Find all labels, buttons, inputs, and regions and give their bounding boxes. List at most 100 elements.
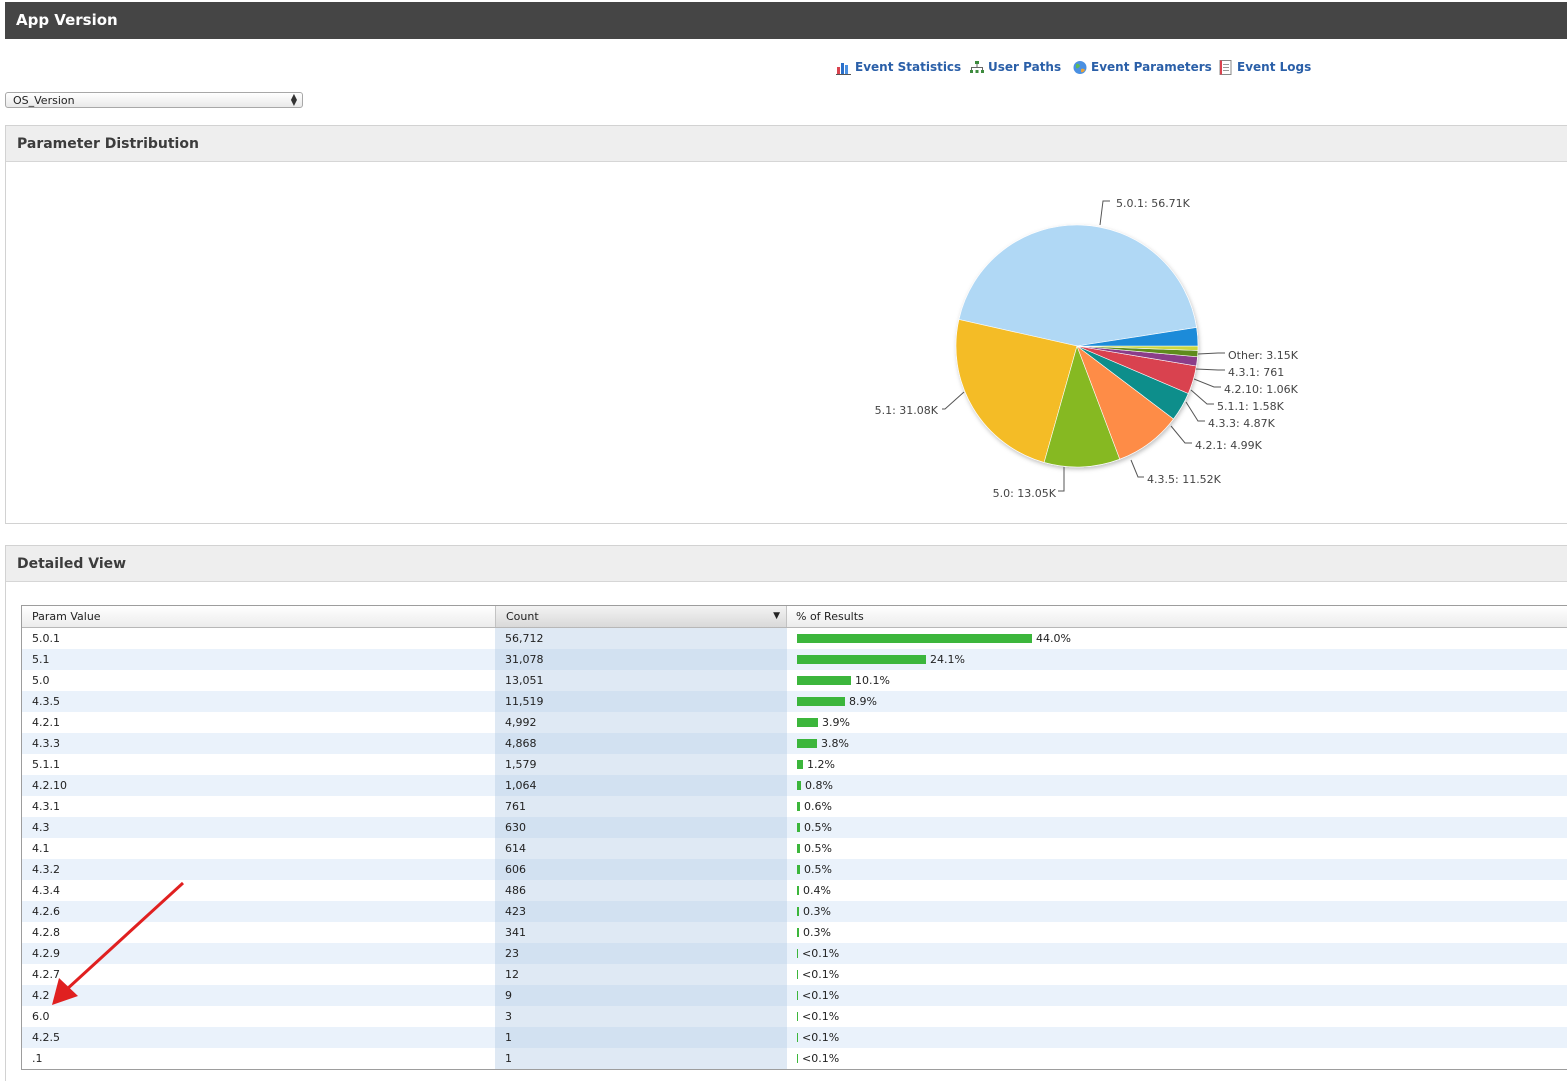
percent-label: 0.3%	[803, 926, 831, 939]
table-row[interactable]: 4.2.10 1,064 0.8%	[22, 775, 1567, 796]
percent-cell: 44.0%	[787, 628, 1567, 649]
percent-label: 44.0%	[1036, 632, 1071, 645]
percent-cell: 0.5%	[787, 838, 1567, 859]
count-cell: 56,712	[495, 628, 787, 649]
param-value-cell: 6.0	[32, 1010, 50, 1023]
count-cell: 13,051	[495, 670, 787, 691]
percent-label: 0.5%	[804, 863, 832, 876]
count-cell: 423	[495, 901, 787, 922]
percent-label: <0.1%	[802, 1010, 840, 1023]
table-row[interactable]: 4.2.1 4,992 3.9%	[22, 712, 1567, 733]
table-row[interactable]: 5.0.1 56,712 44.0%	[22, 628, 1567, 649]
percent-cell: 0.5%	[787, 859, 1567, 880]
param-select[interactable]: OS_Version ▲ ▼	[5, 92, 303, 108]
percent-bar	[797, 949, 798, 958]
percent-cell: 24.1%	[787, 649, 1567, 670]
percent-label: 0.3%	[803, 905, 831, 918]
table-row[interactable]: 4.3.2 606 0.5%	[22, 859, 1567, 880]
globe-icon	[1073, 60, 1087, 74]
param-value-cell: 4.2.6	[32, 905, 60, 918]
table-row[interactable]: 5.0 13,051 10.1%	[22, 670, 1567, 691]
table-row[interactable]: 4.2.9 23 <0.1%	[22, 943, 1567, 964]
event-logs-label: Event Logs	[1237, 60, 1312, 74]
param-value-cell: 4.1	[32, 842, 50, 855]
percent-label: <0.1%	[802, 968, 840, 981]
table-row[interactable]: 5.1.1 1,579 1.2%	[22, 754, 1567, 775]
param-value-cell: 4.2.8	[32, 926, 60, 939]
table-header-row: Param Value Count ▼ % of Results	[22, 606, 1567, 628]
percent-cell: <0.1%	[787, 964, 1567, 985]
event-statistics-label: Event Statistics	[855, 60, 962, 74]
table-row[interactable]: .1 1 <0.1%	[22, 1048, 1567, 1069]
count-cell: 3	[495, 1006, 787, 1027]
percent-bar	[797, 823, 800, 832]
table-row[interactable]: 4.3.5 11,519 8.9%	[22, 691, 1567, 712]
table-row[interactable]: 4.2.8 341 0.3%	[22, 922, 1567, 943]
param-value-cell: 4.2	[32, 989, 50, 1002]
detailed-view-panel: Detailed View	[5, 545, 1567, 1081]
param-value-cell: 5.0	[32, 674, 50, 687]
percent-label: <0.1%	[802, 1052, 840, 1065]
event-parameters-link[interactable]: Event Parameters	[1072, 58, 1212, 76]
table-row[interactable]: 4.2 9 <0.1%	[22, 985, 1567, 1006]
event-statistics-link[interactable]: Event Statistics	[836, 58, 961, 76]
table-row[interactable]: 4.1 614 0.5%	[22, 838, 1567, 859]
percent-label: 0.4%	[803, 884, 831, 897]
table-row[interactable]: 4.2.6 423 0.3%	[22, 901, 1567, 922]
percent-bar	[797, 739, 817, 748]
percent-cell: 0.3%	[787, 922, 1567, 943]
param-value-cell: 5.1.1	[32, 758, 60, 771]
percent-bar	[797, 991, 798, 1000]
param-value-cell: .1	[32, 1052, 43, 1065]
percent-label: 0.6%	[804, 800, 832, 813]
column-header-count[interactable]: Count ▼	[495, 606, 787, 627]
table-row[interactable]: 4.3.4 486 0.4%	[22, 880, 1567, 901]
detailed-view-header: Detailed View	[6, 546, 1567, 582]
sort-descending-icon: ▼	[773, 611, 780, 621]
table-body: 5.0.1 56,712 44.0% 5.1 31,078 24.1% 5.0 13,051 1…	[22, 628, 1567, 1069]
table-row[interactable]: 5.1 31,078 24.1%	[22, 649, 1567, 670]
event-logs-link[interactable]: Event Logs	[1218, 58, 1311, 76]
column-header-param-value[interactable]: Param Value	[32, 610, 101, 623]
percent-label: 8.9%	[849, 695, 877, 708]
param-value-cell: 4.2.9	[32, 947, 60, 960]
percent-bar	[797, 802, 800, 811]
select-arrows-icon: ▲ ▼	[290, 92, 297, 107]
percent-bar	[797, 781, 801, 790]
user-paths-label: User Paths	[988, 60, 1062, 74]
count-cell: 630	[495, 817, 787, 838]
percent-cell: 0.4%	[787, 880, 1567, 901]
percent-label: 1.2%	[807, 758, 835, 771]
header-bar: App Version	[5, 2, 1567, 39]
count-cell: 761	[495, 796, 787, 817]
table-row[interactable]: 4.3.3 4,868 3.8%	[22, 733, 1567, 754]
param-value-cell: 5.0.1	[32, 632, 60, 645]
detailed-view-title: Detailed View	[17, 556, 127, 572]
table-row[interactable]: 4.3.1 761 0.6%	[22, 796, 1567, 817]
table-row[interactable]: 4.2.5 1 <0.1%	[22, 1027, 1567, 1048]
param-value-cell: 4.2.5	[32, 1031, 60, 1044]
user-paths-link[interactable]: User Paths	[969, 58, 1061, 76]
parameter-distribution-panel: Parameter Distribution	[5, 125, 1567, 524]
table-row[interactable]: 4.3 630 0.5%	[22, 817, 1567, 838]
percent-label: <0.1%	[802, 1031, 840, 1044]
percent-bar	[797, 718, 818, 727]
percent-label: 3.9%	[822, 716, 850, 729]
column-header-percent[interactable]: % of Results	[796, 610, 864, 623]
count-cell: 1,064	[495, 775, 787, 796]
count-cell: 9	[495, 985, 787, 1006]
sitemap-icon	[970, 60, 984, 73]
param-value-cell: 4.3.5	[32, 695, 60, 708]
param-value-cell: 4.3.4	[32, 884, 60, 897]
param-value-cell: 4.2.1	[32, 716, 60, 729]
table-row[interactable]: 6.0 3 <0.1%	[22, 1006, 1567, 1027]
percent-cell: 10.1%	[787, 670, 1567, 691]
count-cell: 12	[495, 964, 787, 985]
table-row[interactable]: 4.2.7 12 <0.1%	[22, 964, 1567, 985]
percent-label: 24.1%	[930, 653, 965, 666]
percent-cell: 0.6%	[787, 796, 1567, 817]
param-value-cell: 4.2.10	[32, 779, 67, 792]
percent-cell: <0.1%	[787, 985, 1567, 1006]
percent-bar	[797, 907, 799, 916]
param-select-value: OS_Version	[13, 94, 75, 107]
